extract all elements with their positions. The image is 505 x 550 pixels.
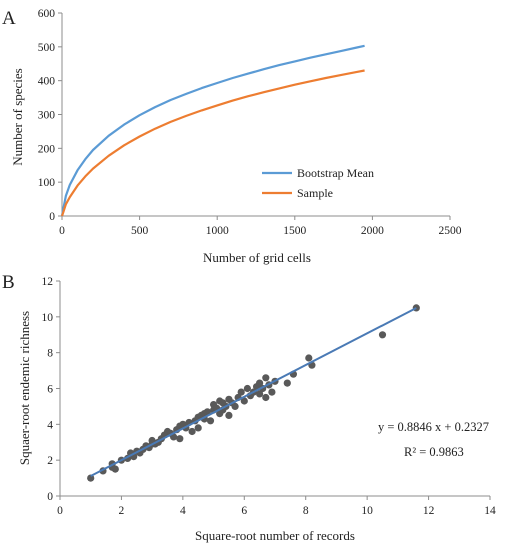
y-tick-label: 100 (38, 177, 56, 189)
scatter-point (378, 331, 387, 339)
x-tick-label: 500 (131, 225, 149, 237)
y-tick-label: 6 (47, 384, 53, 396)
panel-b-x-axis-title: Square-root number of records (195, 528, 355, 543)
x-tick-label: 0 (57, 505, 63, 517)
scatter-point (237, 388, 245, 396)
scatter-point (203, 408, 211, 416)
scatter-point (231, 402, 239, 410)
x-tick-label: 2000 (361, 225, 384, 237)
y-tick-label: 600 (38, 8, 56, 20)
scatter-point (176, 435, 184, 443)
panel-b: B 0 2 4 6 8 10 12 14 0 2 4 6 8 10 12 Square-root numbe… (2, 272, 496, 543)
panel-b-label: B (2, 272, 15, 293)
panel-a-legend: Bootstrap Mean Sample (262, 166, 374, 200)
scatter-point (412, 304, 420, 312)
r-squared-label: R² = 0.9863 (404, 445, 464, 459)
x-tick-label: 12 (423, 505, 435, 517)
scatter-point (194, 424, 202, 432)
y-tick-label: 200 (38, 143, 56, 155)
x-tick-label: 2500 (439, 225, 462, 237)
y-tick-label: 2 (47, 455, 53, 467)
scatter-point (256, 390, 264, 398)
y-tick-label: 12 (42, 276, 54, 288)
y-tick-label: 0 (47, 491, 53, 503)
panel-b-y-axis-title: Squaer-root endemic richness (17, 311, 32, 465)
y-tick-label: 10 (42, 312, 54, 324)
panel-a-series (60, 44, 365, 217)
panel-a-label: A (2, 8, 16, 29)
y-tick-label: 8 (47, 348, 53, 360)
x-tick-label: 0 (59, 225, 65, 237)
scatter-point (87, 474, 95, 482)
scatter-point (225, 411, 233, 419)
x-tick-label: 1000 (206, 225, 229, 237)
scatter-point (262, 374, 270, 382)
panel-a-axes (58, 12, 451, 220)
scatter-point (262, 393, 270, 402)
y-tick-label: 300 (38, 110, 56, 122)
scatter-point (111, 465, 119, 473)
trendline (90, 307, 417, 477)
regression-equation: y = 0.8846 x + 0.2327 (378, 420, 489, 434)
panel-b-axes (56, 280, 491, 500)
x-tick-label: 6 (241, 505, 247, 517)
series-line-sample (60, 69, 365, 217)
scatter-point (305, 354, 313, 362)
scatter-point (188, 427, 196, 436)
panel-a-y-axis-title: Number of species (10, 68, 25, 165)
panel-a: A 0 500 1000 1500 2000 2500 0 100 200 300 400 500 60… (2, 8, 462, 265)
x-tick-label: 8 (303, 505, 309, 517)
x-tick-label: 10 (361, 505, 373, 517)
series-line-bootstrap-mean (60, 44, 365, 217)
panel-a-tick-labels: 0 500 1000 1500 2000 2500 0 100 200 300 400 500 600 (38, 8, 462, 237)
legend-label-sample: Sample (297, 186, 333, 200)
scatter-point (256, 379, 264, 387)
scatter-point (206, 417, 215, 425)
y-tick-label: 500 (38, 42, 56, 54)
panel-b-trendline (90, 307, 417, 477)
scatter-point (283, 379, 291, 387)
panel-b-tick-labels: 0 2 4 6 8 10 12 14 0 2 4 6 8 10 12 (42, 276, 497, 517)
y-tick-label: 4 (47, 419, 53, 431)
x-tick-label: 14 (484, 505, 496, 517)
panel-a-x-axis-title: Number of grid cells (203, 250, 311, 265)
x-tick-label: 4 (180, 505, 186, 517)
y-tick-label: 400 (38, 76, 56, 88)
x-tick-label: 1500 (283, 225, 306, 237)
y-tick-label: 0 (49, 211, 55, 223)
legend-label-bootstrap-mean: Bootstrap Mean (297, 166, 374, 180)
scatter-point (268, 388, 276, 396)
scatter-point (240, 397, 248, 405)
x-tick-label: 2 (119, 505, 125, 517)
scatter-point (243, 384, 251, 393)
